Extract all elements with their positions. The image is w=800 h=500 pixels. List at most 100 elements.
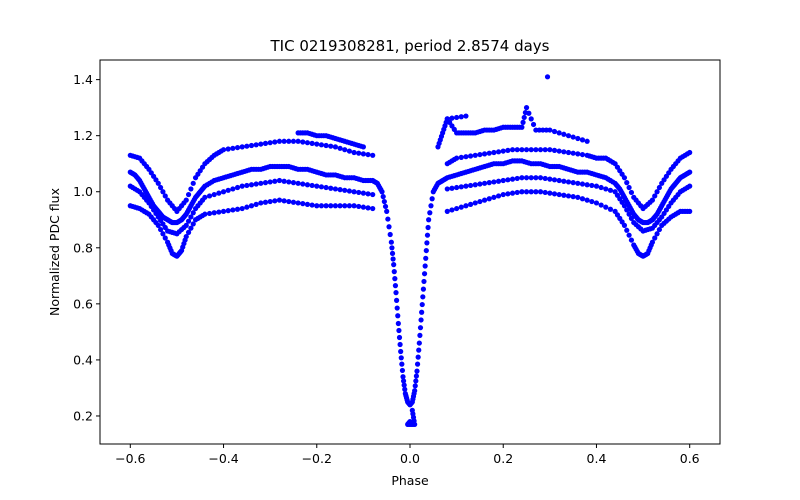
data-point [220,189,227,195]
data-point [158,226,164,233]
data-point [342,187,348,193]
data-point [356,203,362,210]
data-point [216,209,222,215]
x-tick-label: −0.6 [115,451,145,466]
data-point [542,175,548,182]
data-point [393,297,400,303]
data-point [202,211,208,217]
data-point [463,203,469,209]
data-point [444,116,450,122]
data-point [505,177,511,183]
data-point [537,175,544,181]
data-point [542,189,548,196]
data-point [544,74,551,80]
data-point [427,210,433,216]
data-point [526,110,532,116]
data-point [234,206,241,212]
y-axis-ticks: 0.2 0.4 0.6 0.8 1.0 1.2 1.4 [73,72,100,423]
data-point [424,232,431,238]
data-point [561,192,567,198]
data-point [190,221,196,227]
data-point [621,203,628,209]
data-point [346,203,352,209]
data-point [360,204,366,210]
data-point [258,180,264,186]
data-point [575,180,581,186]
data-point [468,201,474,207]
data-point [188,214,194,220]
data-point [533,175,539,181]
data-point [687,183,693,189]
data-point [528,147,534,153]
data-point [386,224,392,230]
data-point [570,194,576,200]
data-point [295,138,301,144]
data-point [556,177,562,184]
data-point [491,149,497,156]
data-point [211,210,217,216]
data-point [267,140,273,146]
data-point [402,386,408,392]
data-point [570,134,576,140]
data-point [409,407,415,413]
data-point [281,138,287,144]
data-point [426,217,432,223]
data-point [392,276,398,282]
data-point [477,151,483,158]
data-point [399,361,405,367]
data-point [281,198,287,204]
data-point [547,147,553,153]
data-point [593,183,600,189]
x-axis-ticks: −0.6 −0.4 −0.2 0.0 0.2 0.4 0.6 [115,444,700,466]
data-point [463,183,469,189]
data-point [323,142,329,149]
data-point [458,184,464,190]
data-point [262,199,269,205]
data-point [400,374,406,380]
data-point [449,185,455,191]
data-point [520,119,526,125]
data-point [607,187,614,193]
data-point [458,154,464,161]
data-point [389,245,395,251]
data-point [500,148,506,154]
y-tick-label: 0.2 [73,408,93,423]
data-point [414,368,420,374]
data-point [593,200,600,206]
data-point [449,115,455,121]
data-point [399,367,406,374]
data-point [400,378,407,384]
data-point [424,240,430,246]
data-point [253,142,259,148]
x-tick-label: −0.2 [302,451,332,466]
data-point [556,130,562,136]
data-point [234,184,241,191]
data-point [188,225,194,231]
data-point [286,198,292,205]
data-point [547,190,553,196]
data-point [472,182,478,188]
data-point [328,203,334,209]
data-point [603,186,609,192]
data-point [253,181,259,187]
data-point [519,147,525,153]
data-points [127,74,693,427]
data-point [384,208,390,214]
data-point [509,176,516,182]
data-point [579,181,586,187]
data-point [570,180,576,186]
data-point [603,204,609,210]
data-point [495,178,502,184]
data-point [398,355,404,361]
data-point [561,149,567,155]
data-point [286,138,292,144]
data-point [421,278,427,285]
data-point [262,180,269,186]
data-point [624,207,630,213]
y-tick-label: 1.2 [73,128,93,143]
data-point [523,105,530,111]
data-point [528,116,534,122]
data-point [523,189,530,195]
data-point [351,189,357,195]
